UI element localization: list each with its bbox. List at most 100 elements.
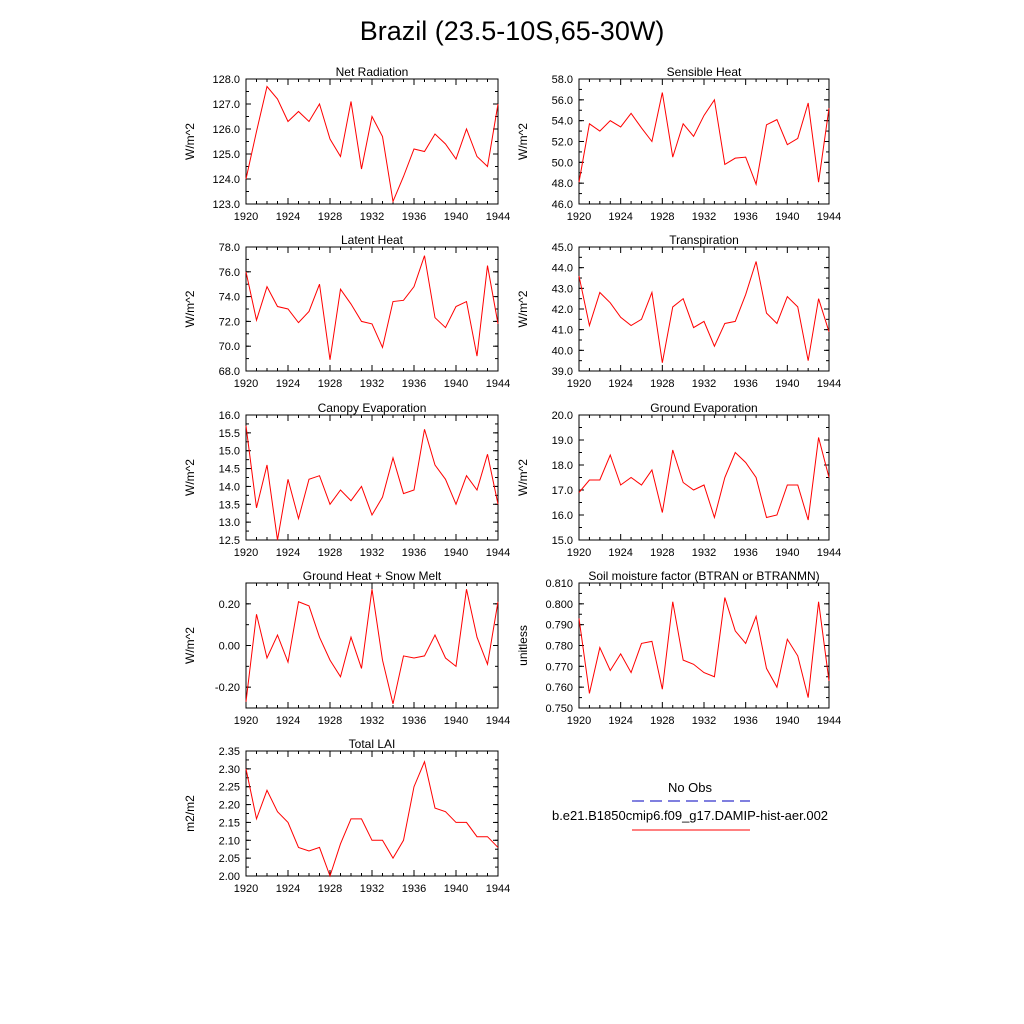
y-tick-label: 126.0: [212, 124, 240, 136]
y-tick-label: -0.20: [215, 682, 240, 694]
panel-title: Transpiration: [669, 233, 739, 247]
y-tick-label: 123.0: [212, 199, 240, 211]
y-tick-label: 70.0: [219, 341, 240, 353]
x-tick-label: 1932: [692, 211, 716, 223]
y-tick-label: 58.0: [552, 74, 573, 86]
x-tick-label: 1936: [733, 378, 757, 390]
x-tick-label: 1940: [775, 378, 799, 390]
x-tick-label: 1920: [234, 715, 258, 727]
panel-0: Net Radiation W/m^2 123.0 124.0 125.0 126.0 12…: [183, 65, 510, 223]
y-tick-label: 40.0: [552, 345, 573, 357]
x-tick-label: 1940: [775, 547, 799, 559]
y-tick-label: 125.0: [212, 149, 240, 161]
x-tick-label: 1940: [444, 547, 468, 559]
x-tick-label: 1924: [608, 547, 632, 559]
y-tick-label: 46.0: [552, 199, 573, 211]
panel-title: Sensible Heat: [667, 65, 742, 79]
panel-title: Net Radiation: [336, 65, 409, 79]
y-axis-label: W/m^2: [183, 123, 197, 160]
y-tick-label: 50.0: [552, 157, 573, 169]
y-axis-label: unitless: [516, 625, 530, 666]
plot-frame: [578, 414, 830, 541]
y-tick-label: 128.0: [212, 74, 240, 86]
y-tick-label: 72.0: [219, 316, 240, 328]
figure-title: Brazil (23.5-10S,65-30W): [360, 16, 665, 46]
x-tick-label: 1944: [817, 547, 841, 559]
panel-title: Total LAI: [349, 737, 396, 751]
x-tick-label: 1928: [318, 211, 342, 223]
x-tick-label: 1936: [402, 211, 426, 223]
x-tick-label: 1944: [486, 378, 510, 390]
panel-title: Canopy Evaporation: [318, 401, 427, 415]
series-line: [578, 261, 830, 363]
x-tick-label: 1932: [360, 378, 384, 390]
x-tick-label: 1920: [234, 211, 258, 223]
plot-frame: [245, 582, 499, 709]
panel-8: Total LAI m2/m2 2.00 2.05 2.10 2.15 2.20 2.25 2.…: [183, 737, 510, 895]
x-tick-label: 1944: [817, 211, 841, 223]
panel-3: Transpiration W/m^2 39.0 40.0 41.0 42.0 43.0 44…: [516, 233, 841, 390]
panels-group: Net Radiation W/m^2 123.0 124.0 125.0 126.0 12…: [183, 65, 841, 895]
x-tick-label: 1920: [234, 378, 258, 390]
x-tick-label: 1936: [733, 211, 757, 223]
y-tick-label: 15.0: [219, 446, 240, 458]
y-tick-label: 2.15: [219, 817, 240, 829]
y-tick-label: 56.0: [552, 95, 573, 107]
y-tick-label: 12.5: [219, 535, 240, 547]
y-tick-label: 74.0: [219, 292, 240, 304]
panel-2: Latent Heat W/m^2 68.0 70.0 72.0 74.0 76.0 78.0…: [183, 233, 510, 390]
x-tick-label: 1940: [444, 211, 468, 223]
plot-frame: [245, 414, 499, 541]
x-tick-label: 1932: [360, 715, 384, 727]
y-tick-label: 45.0: [552, 242, 573, 254]
x-tick-label: 1936: [402, 547, 426, 559]
x-tick-label: 1924: [608, 211, 632, 223]
y-tick-label: 39.0: [552, 366, 573, 378]
x-tick-label: 1924: [276, 211, 300, 223]
y-tick-label: 127.0: [212, 99, 240, 111]
x-tick-label: 1928: [318, 547, 342, 559]
panel-6: Ground Heat + Snow Melt W/m^2 -0.20 0.00 0.2…: [183, 569, 510, 727]
plot-frame: [245, 78, 499, 205]
y-tick-label: 0.780: [545, 641, 573, 653]
y-tick-label: 78.0: [219, 242, 240, 254]
x-tick-label: 1944: [486, 211, 510, 223]
y-tick-label: 124.0: [212, 174, 240, 186]
x-tick-label: 1924: [608, 378, 632, 390]
y-tick-label: 2.20: [219, 800, 240, 812]
x-tick-label: 1920: [234, 883, 258, 895]
y-tick-label: 41.0: [552, 325, 573, 337]
legend-model-label: b.e21.B1850cmip6.f09_g17.DAMIP-hist-aer.…: [552, 808, 828, 823]
x-tick-label: 1928: [650, 547, 674, 559]
y-tick-label: 20.0: [552, 410, 573, 422]
y-axis-label: W/m^2: [183, 459, 197, 496]
y-tick-label: 15.0: [552, 535, 573, 547]
x-tick-label: 1928: [650, 378, 674, 390]
panel-title: Latent Heat: [341, 233, 404, 247]
y-tick-label: 43.0: [552, 283, 573, 295]
x-tick-label: 1924: [276, 378, 300, 390]
x-tick-label: 1920: [567, 378, 591, 390]
x-tick-label: 1932: [692, 547, 716, 559]
panel-4: Canopy Evaporation W/m^2 12.5 13.0 13.5 14.0 1…: [183, 401, 510, 559]
x-tick-label: 1936: [402, 378, 426, 390]
x-tick-label: 1928: [650, 715, 674, 727]
x-tick-label: 1928: [318, 883, 342, 895]
x-tick-label: 1940: [775, 715, 799, 727]
x-tick-label: 1920: [567, 547, 591, 559]
series-line: [245, 255, 499, 360]
x-tick-label: 1928: [318, 715, 342, 727]
y-tick-label: 52.0: [552, 137, 573, 149]
x-tick-label: 1928: [650, 211, 674, 223]
x-tick-label: 1940: [444, 883, 468, 895]
x-tick-label: 1940: [444, 715, 468, 727]
y-tick-label: 17.0: [552, 485, 573, 497]
y-tick-label: 16.0: [219, 410, 240, 422]
y-tick-label: 2.00: [219, 871, 240, 883]
y-tick-label: 48.0: [552, 178, 573, 190]
y-axis-label: W/m^2: [516, 123, 530, 160]
x-tick-label: 1932: [692, 715, 716, 727]
x-tick-label: 1932: [360, 883, 384, 895]
y-tick-label: 13.0: [219, 517, 240, 529]
series-line: [578, 92, 830, 187]
